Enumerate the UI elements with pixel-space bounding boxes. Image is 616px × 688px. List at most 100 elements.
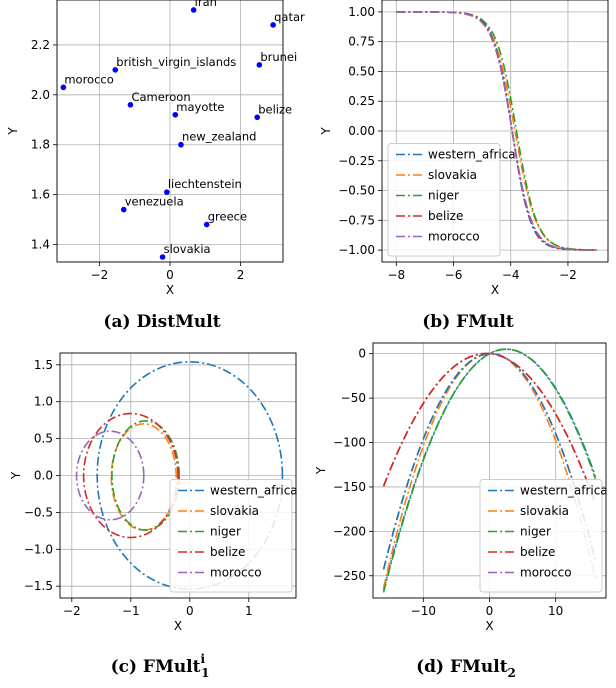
legend-label-slovakia: slovakia [520, 504, 569, 518]
ytick-label-2: 1.8 [31, 138, 50, 152]
series-line-slovakia [396, 11, 597, 251]
point-slovakia [159, 254, 166, 260]
xtick-label-0: −8 [387, 268, 405, 282]
plot-frame [381, 0, 609, 263]
legend: western_africa slovakia niger belize morocco [387, 143, 516, 257]
ytick-label-0: 1.4 [31, 238, 50, 252]
point-label-belize: belize [258, 102, 292, 116]
caption-d-main: (d) FMult [416, 657, 508, 677]
legend-label-western_africa: western_africa [210, 484, 298, 498]
ytick-label-6: −1.5 [24, 579, 53, 593]
ytick-label-0: 0 [358, 347, 366, 361]
ytick-label-7: −0.75 [338, 213, 375, 227]
ytick-label-2: −100 [333, 436, 366, 450]
point-label-brunei: brunei [260, 50, 297, 64]
data-layer [396, 11, 597, 251]
xtick-label-1: −6 [445, 268, 463, 282]
xtick-label-1: 0 [486, 604, 494, 618]
ytick-label-4: 2.2 [31, 38, 50, 52]
xtick-label-2: 2 [237, 268, 245, 282]
xtick-label-2: 10 [548, 604, 563, 618]
xtick-label-2: −4 [502, 268, 520, 282]
plot-frame [56, 0, 284, 263]
panel-c: −2 −1 0 1 1.5 1.0 0.5 0.0 −0.5 −1.0 −1.5 X Ywestern_… [9, 352, 298, 680]
caption-c-main: (c) FMult [111, 657, 201, 677]
point-label-venezuela: venezuela [125, 195, 184, 209]
y-axis-label: Y [314, 466, 328, 475]
caption-c-sup: i [201, 652, 206, 666]
point-label-morocco: morocco [64, 72, 113, 86]
series-line-slovakia [382, 352, 597, 588]
ytick-label-8: −1.00 [338, 243, 375, 257]
ytick-label-0: 1.5 [34, 358, 53, 372]
plot-frame [59, 352, 297, 599]
legend-label-belize: belize [428, 209, 463, 223]
xtick-label-3: −2 [559, 268, 577, 282]
point-label-liechtenstein: liechtenstein [168, 177, 242, 191]
series-line-extra-5 [382, 352, 597, 570]
ytick-label-5: −250 [333, 569, 366, 583]
ytick-label-3: −150 [333, 480, 366, 494]
legend-label-niger: niger [520, 525, 551, 539]
point-label-greece: greece [208, 210, 247, 224]
ytick-label-3: 2.0 [31, 88, 50, 102]
xtick-label-0: −10 [411, 604, 436, 618]
series-line-extra-6 [382, 352, 597, 504]
point-british_virgin_islands [112, 67, 119, 73]
series-line-western_africa [96, 361, 284, 590]
point-label-iran: iran [195, 0, 217, 9]
y-axis-label: Y [6, 127, 20, 136]
ytick-label-0: 1.00 [348, 5, 375, 19]
y-axis-label: Y [319, 127, 333, 136]
point-label-slovakia: slovakia [164, 242, 211, 256]
ytick-label-5: −0.25 [338, 154, 375, 168]
legend-label-morocco: morocco [210, 566, 262, 580]
point-brunei [256, 62, 263, 68]
legend-box [169, 479, 293, 593]
legend-label-western_africa: western_africa [520, 484, 608, 498]
series-line-niger [382, 348, 597, 593]
ytick-label-1: 1.0 [34, 395, 53, 409]
series-line-morocco [396, 11, 597, 251]
legend-label-niger: niger [210, 525, 241, 539]
data-layer [382, 348, 597, 593]
point-liechtenstein [164, 189, 170, 195]
ytick-label-1: −50 [341, 391, 366, 405]
legend: western_africa slovakia niger belize morocco [479, 479, 608, 593]
point-label-qatar: qatar [274, 10, 305, 24]
data-layer [75, 361, 284, 590]
point-label-mayotte: mayotte [176, 100, 224, 114]
x-axis-label: X [174, 619, 182, 633]
ytick-label-3: 0.0 [34, 469, 53, 483]
legend: western_africa slovakia niger belize morocco [169, 479, 298, 593]
point-label-new_zealand: new_zealand [182, 130, 257, 144]
legend-label-morocco: morocco [520, 566, 572, 580]
ytick-label-5: −1.0 [24, 542, 53, 556]
series-line-belize [82, 412, 179, 539]
point-qatar [270, 22, 276, 28]
plot-b: −8 −6 −4 −2 1.00 0.75 0.50 0.25 0.00 −0.25 −0.50 −0… [319, 0, 609, 297]
ytick-label-6: −0.50 [338, 184, 375, 198]
point-new_zealand [178, 141, 184, 148]
plot-c: −2 −1 0 1 1.5 1.0 0.5 0.0 −0.5 −1.0 −1.5 X Ywestern_… [9, 352, 298, 633]
legend-label-western_africa: western_africa [428, 148, 516, 162]
xtick-label-1: 0 [166, 268, 174, 282]
ytick-label-4: −0.5 [24, 505, 53, 519]
point-label-Cameroon: Cameroon [131, 90, 190, 104]
legend-box [479, 479, 603, 593]
legend-label-belize: belize [520, 545, 555, 559]
xtick-label-0: −2 [63, 604, 81, 618]
ytick-label-1: 0.75 [348, 35, 375, 49]
panel-b: −8 −6 −4 −2 1.00 0.75 0.50 0.25 0.00 −0.25 −0.50 −0… [319, 0, 609, 332]
point-label-british_virgin_islands: british_virgin_islands [116, 55, 236, 69]
caption-d: (d) FMult2 [416, 657, 516, 680]
point-greece [203, 221, 210, 228]
plot-frame [372, 342, 607, 599]
ytick-label-2: 0.50 [348, 64, 375, 78]
ytick-label-4: −200 [333, 524, 366, 538]
xtick-label-1: −1 [122, 604, 140, 618]
x-axis-label: X [491, 283, 499, 297]
panel-d: −10 0 100−50−100−150−200−250XYwestern_afri… [314, 342, 608, 680]
